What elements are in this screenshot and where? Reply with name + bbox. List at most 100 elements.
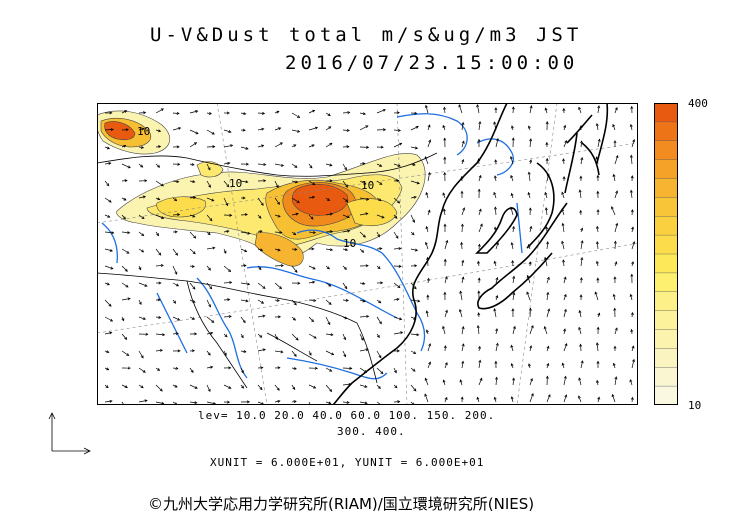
wind-vector-head (261, 144, 265, 148)
wind-vector-head (362, 282, 366, 285)
wind-vector-head (443, 291, 447, 295)
wind-vector (393, 231, 399, 239)
wind-vector-head (397, 128, 402, 132)
wind-vector (257, 299, 264, 304)
wind-vector-head (247, 231, 251, 235)
wind-vector-head (111, 231, 115, 235)
wind-vector-head (347, 229, 351, 233)
wind-vector (427, 278, 430, 284)
wind-vector (376, 231, 380, 238)
wind-vector-head (109, 111, 113, 115)
wind-vector (461, 277, 464, 284)
wind-vector-head (443, 156, 447, 160)
wind-vector (325, 333, 333, 336)
wind-vector (546, 292, 549, 301)
wind-vector (274, 400, 280, 403)
wind-vector-head (595, 122, 599, 127)
wind-vector-head (426, 277, 430, 281)
wind-vector-head (329, 163, 333, 167)
wind-vector (579, 189, 582, 199)
wind-vector (578, 395, 582, 403)
wind-vector-head (343, 266, 347, 270)
wind-vector-head (108, 199, 112, 203)
wind-vector (104, 265, 114, 270)
wind-vector (274, 265, 284, 267)
wind-vector (172, 112, 180, 114)
wind-vector-head (528, 207, 532, 211)
wind-vector-head (191, 349, 196, 353)
wind-vector (393, 367, 397, 373)
wind-vector-head (527, 191, 531, 196)
wind-vector-head (614, 376, 618, 380)
wind-vector-head (226, 184, 230, 188)
wind-vector-head (207, 388, 211, 393)
wind-vector (206, 112, 212, 115)
wind-vector (511, 242, 514, 250)
wind-vector (495, 295, 498, 301)
wind-vector (155, 214, 164, 219)
wind-vector-head (349, 366, 353, 370)
wind-vector-head (127, 297, 131, 301)
wind-vector (410, 350, 416, 354)
wind-vector-head (343, 354, 347, 358)
wind-vector (376, 384, 381, 389)
wind-vector-head (138, 301, 142, 306)
wind-vector (495, 138, 499, 148)
contour-label: 10 (343, 237, 356, 250)
wind-vector-head (176, 145, 180, 149)
wind-vector-head (424, 393, 428, 397)
wind-vector (444, 310, 448, 318)
wind-vector-head (126, 353, 130, 356)
wind-vector-head (477, 290, 481, 294)
wind-vector-head (193, 142, 198, 146)
wind-vector-head (509, 206, 513, 210)
wind-vector-head (428, 139, 432, 143)
wind-vector (189, 142, 197, 148)
wind-vector-head (157, 368, 161, 371)
wind-vector (291, 213, 299, 216)
wind-vector (291, 231, 296, 235)
wind-vector (189, 248, 196, 254)
wind-vector-head (260, 300, 265, 304)
wind-vector (274, 282, 282, 289)
contour-label: 10 (361, 179, 374, 192)
wind-vector (580, 277, 582, 284)
wind-vector-head (424, 241, 428, 245)
wind-vector-head (613, 307, 617, 311)
wind-vector-head (314, 366, 319, 370)
wind-vector-head (580, 157, 584, 161)
wind-vector-head (245, 299, 249, 303)
wind-vector (425, 378, 429, 386)
wind-vector (308, 163, 313, 169)
wind-vector-head (109, 399, 113, 403)
wind-vector (578, 377, 582, 386)
wind-vector-head (578, 326, 582, 330)
wind-vector-head (425, 191, 429, 196)
wind-vector-head (142, 369, 146, 373)
wind-vector-head (426, 294, 430, 298)
wind-vector (206, 384, 211, 392)
wind-vector-head (210, 365, 214, 369)
wind-vector (240, 350, 246, 353)
wind-vector-head (428, 343, 432, 347)
wind-vector (444, 345, 446, 352)
wind-vector-head (493, 396, 497, 400)
wind-vector-head (597, 312, 601, 316)
wind-vector (545, 107, 548, 114)
wind-vector-head (595, 225, 599, 229)
wind-vector-head (246, 400, 251, 404)
wind-vector-head (228, 314, 232, 318)
wind-vector (291, 129, 300, 133)
wind-vector (138, 299, 142, 305)
wind-vector (155, 264, 164, 267)
wind-vector (478, 175, 482, 182)
wind-vector-head (458, 104, 462, 108)
wind-vector (223, 248, 227, 254)
wind-vector (359, 401, 368, 404)
wind-vector (393, 316, 402, 320)
wind-vector-head (261, 127, 265, 131)
wind-vector-head (311, 144, 315, 148)
wind-vector (104, 316, 113, 322)
wind-vector-head (226, 111, 230, 115)
wind-vector-head (563, 328, 567, 332)
